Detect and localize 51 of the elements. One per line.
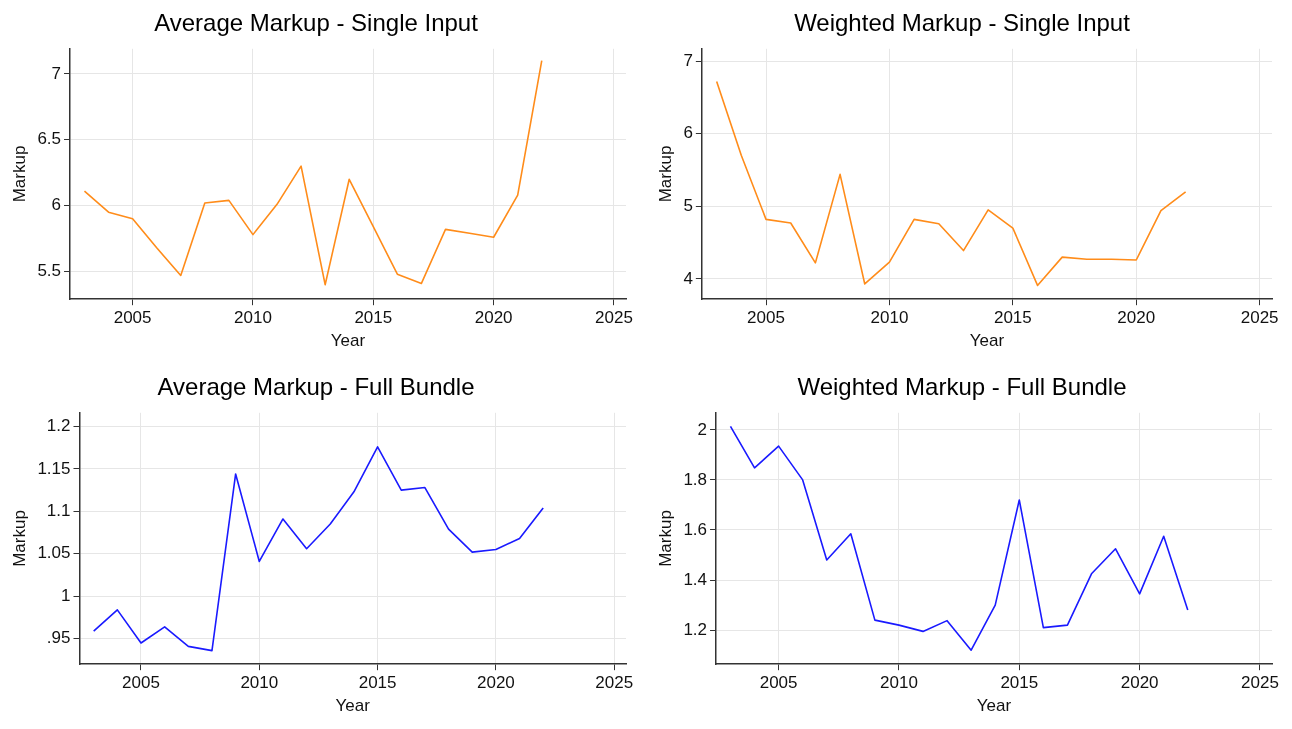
y-tick-label: 1 bbox=[61, 585, 71, 605]
x-tick-label: 2015 bbox=[1000, 673, 1039, 693]
y-tick-label: 4 bbox=[683, 268, 693, 288]
chart-title: Average Markup - Single Input bbox=[154, 9, 479, 37]
x-tick-label: 2005 bbox=[747, 308, 785, 328]
x-tick-label: 2025 bbox=[1241, 673, 1279, 693]
x-tick-label: 2020 bbox=[1120, 673, 1159, 693]
y-tick-label: 6 bbox=[683, 123, 693, 143]
y-tick-label: 1.2 bbox=[683, 619, 708, 639]
x-tick-label: 2010 bbox=[880, 673, 918, 693]
x-axis-title: Year bbox=[969, 331, 1005, 351]
y-tick-label: 5.5 bbox=[37, 261, 62, 281]
y-tick-label: 7 bbox=[683, 50, 693, 70]
chart-title: Weighted Markup - Full Bundle bbox=[797, 373, 1127, 401]
y-axis-title: Markup bbox=[655, 145, 675, 203]
y-axis-title: Markup bbox=[9, 145, 29, 203]
x-tick-label: 2015 bbox=[358, 673, 397, 693]
x-tick-label: 2005 bbox=[122, 673, 160, 693]
y-tick-label: .95 bbox=[46, 628, 71, 648]
y-tick-label: 6 bbox=[51, 195, 62, 215]
x-axis-title: Year bbox=[330, 331, 366, 351]
x-tick-label: 2010 bbox=[234, 308, 272, 328]
y-tick-label: 1.15 bbox=[37, 458, 71, 478]
x-axis-title: Year bbox=[335, 696, 371, 716]
x-tick-label: 2015 bbox=[993, 308, 1032, 328]
y-axis-title: Markup bbox=[655, 510, 675, 567]
x-tick-label: 2020 bbox=[474, 308, 513, 328]
x-tick-label: 2025 bbox=[595, 308, 633, 328]
x-tick-label: 2005 bbox=[113, 308, 152, 328]
chart-title: Average Markup - Full Bundle bbox=[157, 373, 475, 401]
y-tick-label: 1.4 bbox=[683, 569, 708, 589]
y-tick-label: 1.05 bbox=[37, 543, 71, 563]
x-tick-label: 2010 bbox=[870, 308, 909, 328]
y-tick-label: 2 bbox=[697, 419, 708, 439]
y-tick-label: 5 bbox=[683, 195, 693, 215]
y-tick-label: 1.2 bbox=[46, 416, 71, 436]
x-tick-label: 2015 bbox=[354, 308, 393, 328]
x-tick-label: 2025 bbox=[1240, 308, 1279, 328]
x-tick-label: 2025 bbox=[595, 673, 634, 693]
x-tick-label: 2010 bbox=[240, 673, 279, 693]
chart-title: Weighted Markup - Single Input bbox=[794, 9, 1131, 37]
y-tick-label: 7 bbox=[51, 63, 62, 83]
y-axis-title: Markup bbox=[9, 510, 29, 567]
x-axis-title: Year bbox=[976, 696, 1012, 716]
x-tick-label: 2005 bbox=[759, 673, 798, 693]
x-tick-label: 2020 bbox=[476, 673, 515, 693]
x-tick-label: 2020 bbox=[1117, 308, 1156, 328]
y-tick-label: 1.1 bbox=[46, 501, 71, 521]
y-tick-label: 6.5 bbox=[37, 129, 62, 149]
y-tick-label: 1.8 bbox=[683, 469, 708, 489]
y-tick-label: 1.6 bbox=[683, 519, 708, 539]
